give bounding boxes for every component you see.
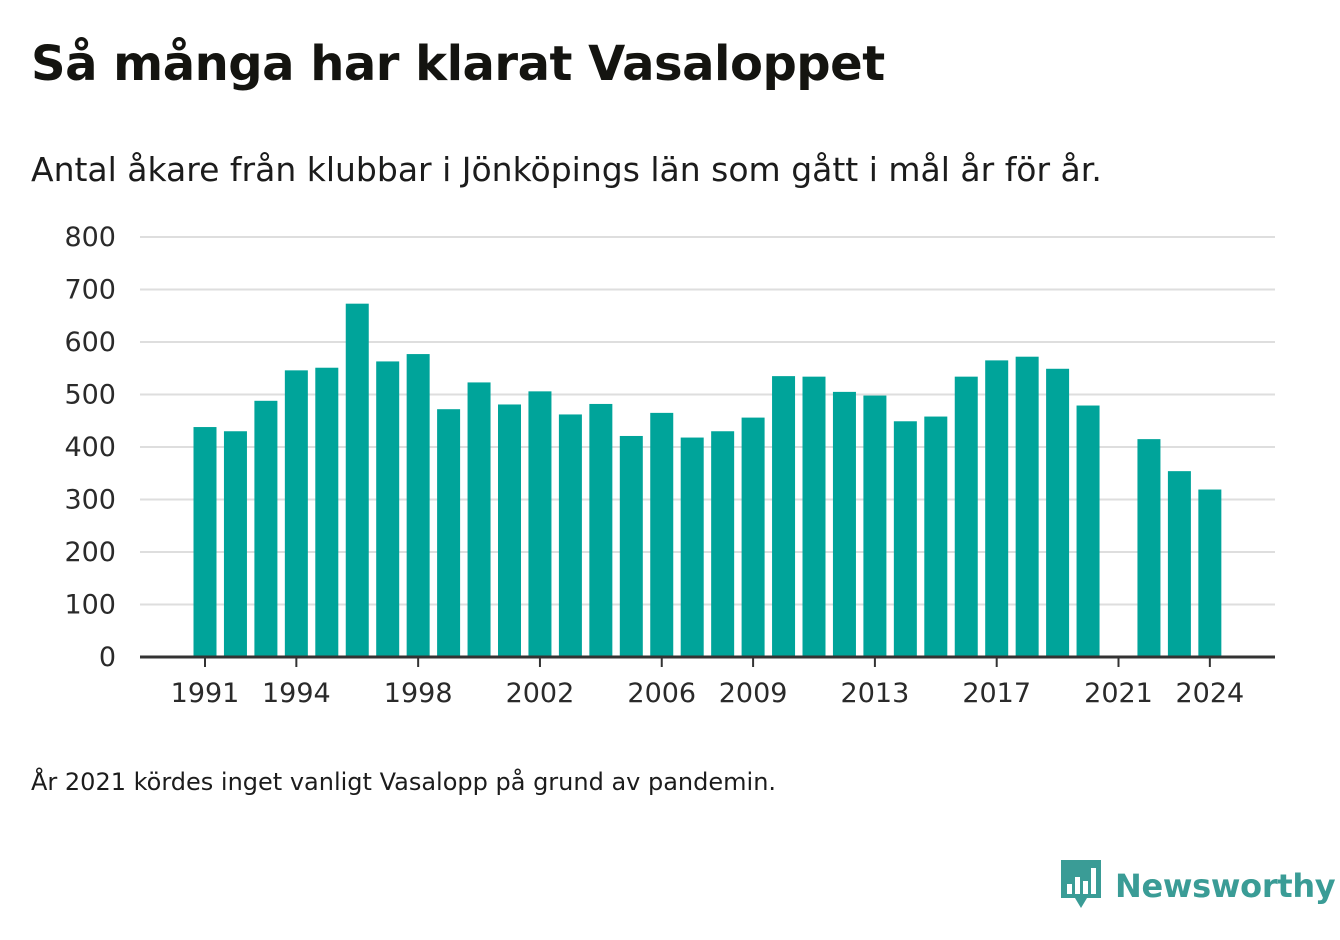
y-tick-label: 0 [99, 642, 116, 673]
y-tick-label: 800 [64, 222, 116, 253]
bar-2020 [1076, 405, 1100, 657]
brand-name: Newsworthy [1115, 867, 1336, 905]
bar-2019 [1046, 368, 1070, 657]
bar-1998 [406, 354, 430, 657]
x-tick-label: 2002 [506, 678, 575, 709]
y-tick-label: 500 [64, 380, 116, 411]
y-tick-label: 100 [64, 590, 116, 621]
bar-1993 [254, 400, 278, 657]
bar-1991 [193, 427, 217, 657]
bar-2013 [863, 395, 887, 657]
x-tick-label: 2021 [1084, 678, 1153, 709]
x-tick-label: 2024 [1175, 678, 1244, 709]
x-axis-tick-labels: 1991 1994 1998 2002 2006 2009 2013 2017 2021 2024 [171, 678, 1245, 709]
bar-2024 [1198, 489, 1222, 657]
bar-2006 [650, 412, 674, 657]
x-tick-label: 2009 [719, 678, 788, 709]
bar-1999 [437, 409, 461, 657]
bar-chart-speech-bubble-icon [1061, 860, 1101, 908]
bar-2022 [1137, 439, 1161, 657]
bar-2009 [741, 417, 765, 657]
bar-2014 [893, 421, 917, 657]
y-tick-label: 300 [64, 485, 116, 516]
bar-1994 [284, 370, 308, 657]
bar-2003 [558, 414, 582, 657]
bar-2005 [619, 435, 643, 657]
chart-title: Så många har klarat Vasaloppet [31, 36, 885, 92]
bar-2015 [924, 416, 948, 657]
bar-2017 [985, 360, 1009, 657]
bar-2011 [802, 376, 826, 657]
brand-logo: Newsworthy [1061, 860, 1336, 912]
bar-2008 [711, 431, 735, 657]
bar-2000 [467, 382, 491, 657]
grid-lines [140, 236, 1275, 606]
bar-2012 [832, 391, 856, 657]
x-tick-label: 2017 [962, 678, 1031, 709]
y-tick-label: 400 [64, 432, 116, 463]
footnote: År 2021 kördes inget vanligt Vasalopp på… [31, 768, 777, 796]
bar-2001 [498, 404, 521, 657]
y-tick-label: 200 [64, 537, 116, 568]
x-tick-label: 1994 [262, 678, 331, 709]
bar-1992 [223, 431, 247, 657]
bar-2016 [954, 376, 978, 657]
x-tick-label: 2006 [627, 678, 696, 709]
bar-1997 [376, 361, 400, 657]
x-tick-label: 2013 [841, 678, 910, 709]
x-tick-label: 1991 [171, 678, 240, 709]
bar-2023 [1167, 471, 1191, 657]
y-tick-label: 600 [64, 327, 116, 358]
chart-subtitle: Antal åkare från klubbar i Jönköpings lä… [31, 150, 1102, 189]
bars [193, 303, 1222, 657]
x-tick-label: 1998 [384, 678, 453, 709]
y-axis-tick-labels: 0 100 200 300 400 500 600 700 800 [64, 222, 116, 673]
x-axis-ticks [204, 657, 1211, 667]
bar-2004 [589, 403, 613, 657]
y-tick-label: 700 [64, 275, 116, 306]
bar-1995 [315, 367, 339, 657]
bar-1996 [345, 303, 369, 657]
bar-chart: 0 100 200 300 400 500 600 700 800 1991 1994 1998 20… [64, 222, 1275, 709]
bar-2018 [1015, 356, 1039, 657]
bar-2007 [680, 437, 704, 657]
bar-2010 [772, 376, 796, 657]
bar-2002 [528, 391, 552, 657]
